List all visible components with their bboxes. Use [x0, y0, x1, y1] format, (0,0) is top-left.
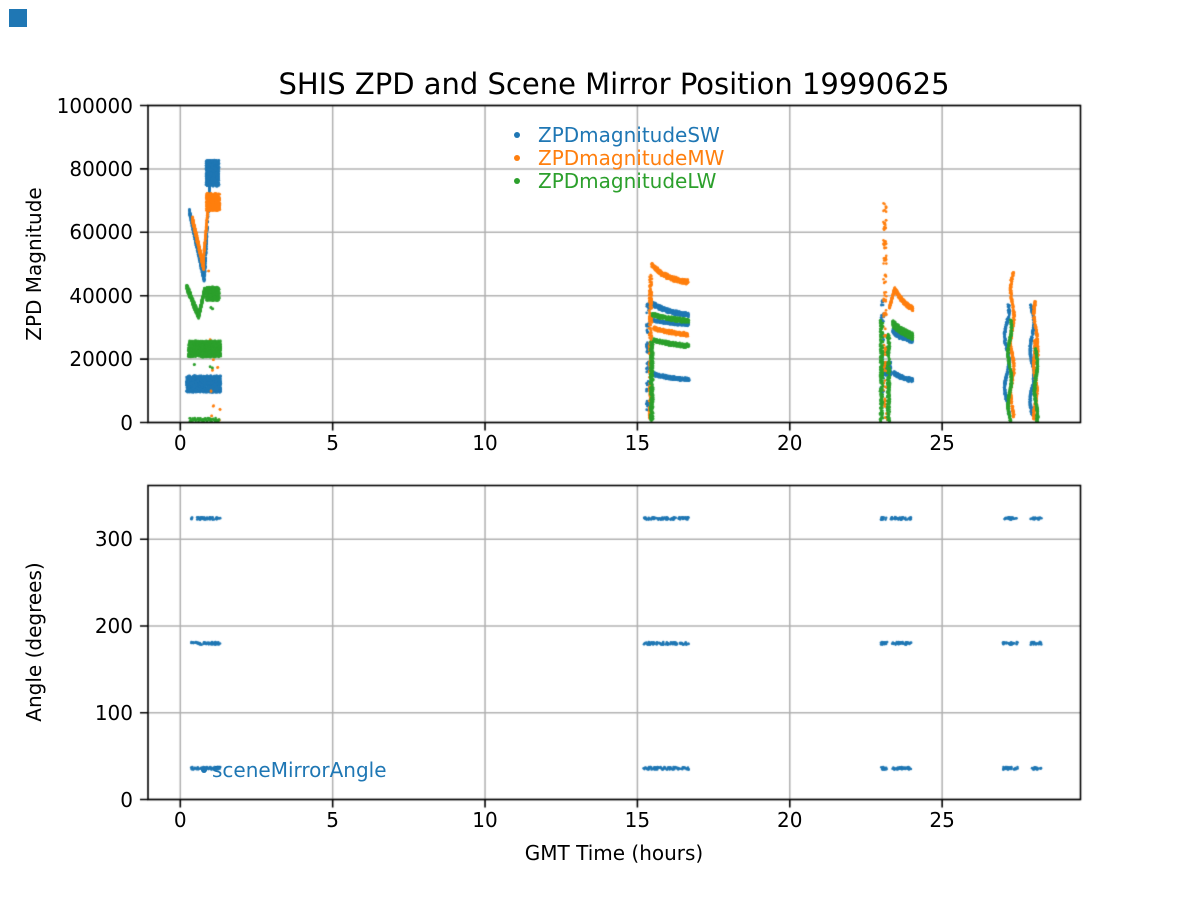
x-tick-label: 5: [326, 807, 340, 832]
legend-entry-zpdmagnitudelw: ZPDmagnitudeLW: [514, 169, 717, 193]
y-tick-label: 100: [94, 700, 133, 725]
figure-title: SHIS ZPD and Scene Mirror Position 19990…: [278, 67, 950, 101]
x-tick-label: 0: [173, 430, 187, 455]
y-tick-label: 40000: [69, 283, 133, 308]
legend-marker-zpdmagnitudesw-icon: [514, 132, 520, 138]
y-tick-label: 100000: [56, 93, 133, 118]
y-tick-label: 80000: [69, 156, 133, 181]
legend-label-zpdmagnitudesw: ZPDmagnitudeSW: [538, 123, 720, 147]
legend-entry-scenemirrorangle: sceneMirrorAngle: [201, 758, 387, 782]
legend-entry-zpdmagnitudesw: ZPDmagnitudeSW: [514, 123, 720, 147]
legend-label-zpdmagnitudelw: ZPDmagnitudeLW: [538, 169, 717, 193]
bottom-y-axis-label: Angle (degrees): [22, 562, 46, 722]
y-tick-label: 0: [120, 410, 133, 435]
legend-marker-zpdmagnitudelw-icon: [514, 178, 520, 184]
legend-label-zpdmagnitudemw: ZPDmagnitudeMW: [538, 146, 725, 170]
y-tick-label: 20000: [69, 347, 133, 372]
x-axis-label: GMT Time (hours): [524, 841, 704, 865]
x-tick-label: 0: [173, 807, 187, 832]
legend-marker-zpdmagnitudemw-icon: [514, 155, 520, 161]
x-tick-label: 5: [326, 430, 340, 455]
x-tick-label: 20: [777, 430, 803, 455]
legend-marker-scenemirrorangle-icon: [201, 767, 207, 773]
y-tick-label: 300: [94, 527, 133, 552]
x-tick-label: 15: [624, 807, 651, 832]
x-tick-label: 25: [929, 430, 955, 455]
y-tick-label: 0: [120, 787, 133, 812]
y-tick-label: 200: [94, 614, 133, 639]
x-tick-label: 10: [472, 807, 498, 832]
x-tick-label: 20: [777, 807, 803, 832]
top-y-axis-label: ZPD Magnitude: [22, 187, 46, 341]
x-tick-label: 15: [624, 430, 651, 455]
legend-label-scenemirrorangle: sceneMirrorAngle: [212, 758, 387, 782]
legend-entry-zpdmagnitudemw: ZPDmagnitudeMW: [514, 146, 725, 170]
x-tick-label: 10: [472, 430, 498, 455]
y-tick-label: 60000: [69, 220, 133, 245]
x-tick-label: 25: [929, 807, 955, 832]
